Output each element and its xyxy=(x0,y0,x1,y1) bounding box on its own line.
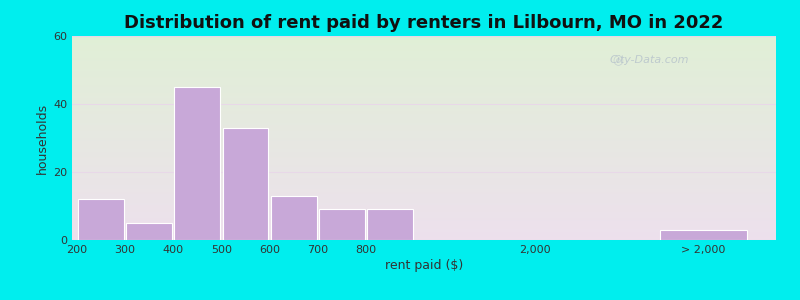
Bar xyxy=(367,209,413,240)
Bar xyxy=(271,196,317,240)
Bar xyxy=(174,87,220,240)
Bar xyxy=(222,128,269,240)
Text: City-Data.com: City-Data.com xyxy=(610,56,689,65)
Text: ◎: ◎ xyxy=(612,54,623,67)
Bar xyxy=(660,230,747,240)
Bar xyxy=(78,199,124,240)
Title: Distribution of rent paid by renters in Lilbourn, MO in 2022: Distribution of rent paid by renters in … xyxy=(124,14,724,32)
Bar xyxy=(319,209,365,240)
Bar xyxy=(126,223,172,240)
Y-axis label: households: households xyxy=(36,102,49,174)
X-axis label: rent paid ($): rent paid ($) xyxy=(385,259,463,272)
